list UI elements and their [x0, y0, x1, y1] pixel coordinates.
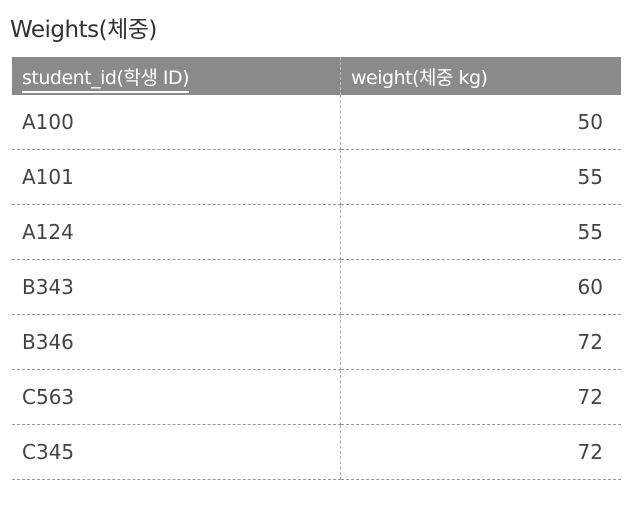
cell-weight: 50: [340, 95, 621, 150]
weights-table: student_id(학생 ID) weight(체중 kg) A100 50 A1…: [12, 57, 621, 480]
cell-weight: 55: [340, 149, 621, 205]
table-title: Weights(체중): [10, 17, 157, 43]
header-weight: weight(체중 kg): [340, 57, 621, 95]
table-row: A101 55: [12, 149, 621, 205]
table-row: A124 55: [12, 204, 621, 260]
table-row: A100 50: [12, 95, 621, 150]
cell-weight: 72: [340, 424, 621, 480]
cell-weight: 60: [340, 259, 621, 315]
cell-student-id: B346: [12, 314, 341, 370]
cell-student-id: A101: [12, 149, 341, 205]
cell-student-id: B343: [12, 259, 341, 315]
cell-weight: 72: [340, 369, 621, 425]
cell-weight: 55: [340, 204, 621, 260]
table-row: B346 72: [12, 314, 621, 370]
cell-student-id: A100: [12, 95, 341, 150]
cell-student-id: C345: [12, 424, 341, 480]
header-row: student_id(학생 ID) weight(체중 kg): [12, 57, 621, 95]
cell-student-id: A124: [12, 204, 341, 260]
cell-student-id: C563: [12, 369, 341, 425]
cell-weight: 72: [340, 314, 621, 370]
table-row: C345 72: [12, 424, 621, 480]
header-student-id: student_id(학생 ID): [12, 57, 341, 95]
table-row: C563 72: [12, 369, 621, 425]
table-row: B343 60: [12, 259, 621, 315]
header-student-id-label: student_id(학생 ID): [22, 66, 190, 93]
